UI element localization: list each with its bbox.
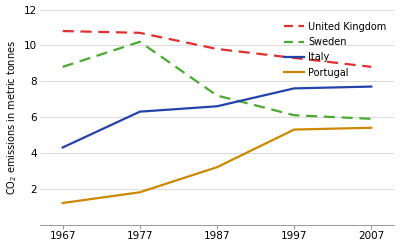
Line: Sweden: Sweden [63, 42, 371, 119]
Legend: United Kingdom, Sweden, Italy, Portugal: United Kingdom, Sweden, Italy, Portugal [281, 19, 390, 81]
Portugal [369, 126, 374, 129]
Line: Italy: Italy [63, 87, 371, 147]
Line: United Kingdom: United Kingdom [63, 31, 371, 67]
Sweden [138, 40, 142, 43]
United Kingdom [214, 47, 219, 50]
United Kingdom [138, 31, 142, 34]
Line: Portugal: Portugal [63, 128, 371, 203]
Portugal [214, 166, 219, 169]
United Kingdom [292, 56, 296, 59]
Sweden [369, 117, 374, 120]
Portugal [60, 202, 65, 205]
Italy [138, 110, 142, 113]
United Kingdom [60, 30, 65, 33]
Italy [292, 87, 296, 90]
Sweden [60, 65, 65, 68]
Portugal [292, 128, 296, 131]
Italy [60, 146, 65, 149]
Sweden [292, 114, 296, 117]
Portugal [138, 191, 142, 194]
Italy [214, 105, 219, 108]
United Kingdom [369, 65, 374, 68]
Italy [369, 85, 374, 88]
Y-axis label: CO$_2$ emissions in metric tonnes: CO$_2$ emissions in metric tonnes [6, 40, 19, 195]
Sweden [214, 94, 219, 97]
